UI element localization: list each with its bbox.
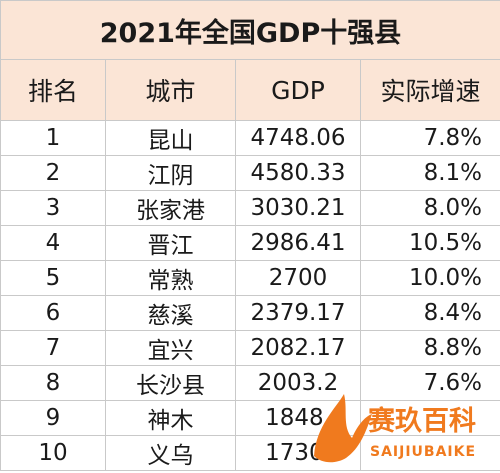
table-cell: 2 [0, 155, 106, 191]
table-cell: 常熟 [105, 260, 236, 296]
table-cell: 3 [0, 190, 106, 226]
table-cell: 4748.06 [235, 120, 361, 156]
table-cell: 8.0% [359, 190, 500, 226]
table-row: 2 江阴 4580.33 8.1% [0, 155, 500, 191]
table-cell: 2003.2 [235, 365, 361, 401]
table-row: 1 昆山 4748.06 7.8% [0, 120, 500, 156]
table-row: 3 张家港 3030.21 8.0% [0, 190, 500, 226]
table-cell: 2986.41 [235, 225, 361, 261]
table-cell: 义乌 [105, 435, 236, 471]
table-row: 8 长沙县 2003.2 7.6% [0, 365, 500, 401]
table-cell: 8.8% [359, 330, 500, 366]
table-cell: 1848. [235, 400, 361, 436]
table-cell: 张家港 [105, 190, 236, 226]
table-cell: 4580.33 [235, 155, 361, 191]
header-row: 排名 城市 GDP 实际增速 [0, 59, 500, 121]
table-cell: 10 [0, 435, 106, 471]
table-cell: 2700 [235, 260, 361, 296]
table-cell: 慈溪 [105, 295, 236, 331]
table-cell: 5 [0, 260, 106, 296]
table-cell: 8.4% [359, 295, 500, 331]
table-cell: 8.1% [359, 155, 500, 191]
table-cell: 6 [0, 295, 106, 331]
table-cell: 10.0% [359, 260, 500, 296]
header-cell: GDP [235, 59, 361, 121]
table-cell: 4 [0, 225, 106, 261]
table-cell: 3030.21 [235, 190, 361, 226]
header-cell: 排名 [0, 59, 106, 121]
table-cell: 9 [0, 400, 106, 436]
table-row: 4 晋江 2986.41 10.5% [0, 225, 500, 261]
table-row: 10 义乌 1730. [0, 435, 500, 471]
title-row: 2021年全国GDP十强县 [0, 0, 500, 60]
table-cell: 2379.17 [235, 295, 361, 331]
table-cell: 宜兴 [105, 330, 236, 366]
header-cell: 实际增速 [359, 59, 500, 121]
table-cell: 7 [0, 330, 106, 366]
table-row: 9 神木 1848. [0, 400, 500, 436]
table-row: 5 常熟 2700 10.0% [0, 260, 500, 296]
table-cell [359, 435, 500, 471]
table-row: 7 宜兴 2082.17 8.8% [0, 330, 500, 366]
table-cell: 长沙县 [105, 365, 236, 401]
table-title: 2021年全国GDP十强县 [0, 0, 500, 60]
table-cell: 神木 [105, 400, 236, 436]
table-cell: 2082.17 [235, 330, 361, 366]
table-row: 6 慈溪 2379.17 8.4% [0, 295, 500, 331]
table-cell: 7.8% [359, 120, 500, 156]
table-cell: 7.6% [359, 365, 500, 401]
table-cell: 江阴 [105, 155, 236, 191]
table-cell: 昆山 [105, 120, 236, 156]
table-cell: 晋江 [105, 225, 236, 261]
table-cell: 10.5% [359, 225, 500, 261]
table-cell: 8 [0, 365, 106, 401]
table-cell: 1730. [235, 435, 361, 471]
table-cell [359, 400, 500, 436]
header-cell: 城市 [105, 59, 236, 121]
table-cell: 1 [0, 120, 106, 156]
